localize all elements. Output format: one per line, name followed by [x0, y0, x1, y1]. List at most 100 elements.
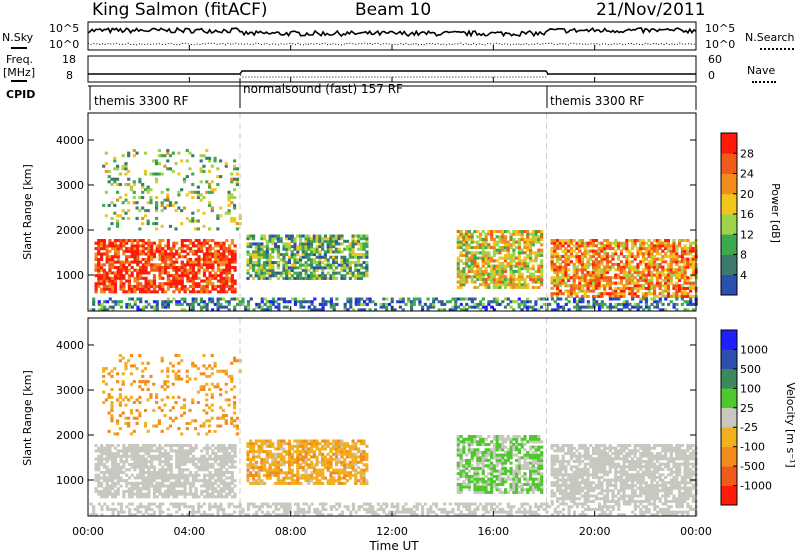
heat-cell — [332, 444, 336, 448]
heat-cell — [177, 457, 182, 461]
heat-cell — [108, 276, 112, 280]
heat-cell — [225, 279, 229, 283]
heat-cell — [498, 264, 502, 268]
heat-cell — [230, 282, 234, 286]
heat-cell — [160, 429, 164, 433]
heat-cell — [177, 481, 182, 485]
heat-cell — [107, 180, 111, 184]
heat-cell — [271, 274, 275, 278]
heat-cell — [572, 244, 576, 248]
heat-cell — [633, 294, 637, 298]
heat-cell — [116, 398, 120, 402]
heat-cell — [310, 300, 314, 304]
heat-cell — [542, 297, 546, 301]
heat-cell — [175, 484, 179, 488]
heat-cell — [199, 297, 204, 301]
heat-cell — [182, 406, 187, 410]
heat-cell — [183, 473, 187, 477]
heat-cell — [529, 232, 533, 236]
heat-cell — [481, 248, 485, 252]
heat-cell — [110, 369, 114, 373]
heat-cell — [348, 460, 352, 464]
heat-cell — [171, 151, 175, 155]
heat-cell — [351, 463, 355, 467]
heat-cell — [561, 260, 565, 264]
heat-cell — [260, 266, 264, 270]
heat-cell — [260, 468, 264, 472]
heat-cell — [202, 279, 207, 283]
heat-cell — [136, 452, 140, 456]
heat-cell — [520, 232, 524, 236]
heat-cell — [186, 279, 190, 283]
heat-cell — [348, 261, 352, 265]
heat-cell — [119, 465, 123, 469]
heat-cell — [531, 238, 535, 242]
heat-cell — [216, 479, 221, 483]
heat-cell — [225, 290, 229, 294]
heat-cell — [580, 289, 585, 293]
heat-cell — [136, 249, 140, 253]
heat-cell — [558, 262, 562, 266]
heat-cell — [172, 476, 176, 480]
heat-cell — [188, 308, 193, 312]
heat-cell — [529, 246, 533, 250]
heat-cell — [158, 457, 162, 461]
heat-cell — [208, 388, 212, 392]
heat-cell — [343, 305, 347, 309]
heat-cell — [498, 230, 502, 234]
heat-cell — [561, 239, 565, 243]
heat-cell — [188, 377, 192, 381]
heat-cell — [136, 276, 140, 280]
heat-cell — [529, 240, 533, 244]
heat-cell — [127, 255, 131, 259]
heat-cell — [139, 454, 143, 458]
heat-cell — [658, 284, 662, 288]
heat-cell — [410, 302, 414, 306]
heat-cell — [661, 265, 665, 269]
heat-cell — [313, 297, 317, 301]
heat-cell — [100, 481, 104, 485]
heat-cell — [512, 272, 516, 276]
heat-cell — [454, 308, 458, 312]
heat-cell — [628, 249, 632, 253]
heat-cell — [111, 457, 115, 461]
heat-cell — [504, 246, 508, 250]
heat-cell — [133, 284, 137, 288]
heat-cell — [647, 286, 651, 290]
heat-cell — [183, 308, 187, 312]
heat-cell — [540, 248, 544, 252]
heat-cell — [100, 276, 104, 280]
heat-cell — [691, 255, 695, 259]
heat-cell — [257, 447, 261, 451]
heat-cell — [177, 255, 182, 259]
heat-cell — [268, 466, 272, 470]
heat-cell — [219, 252, 223, 256]
heat-cell — [459, 275, 463, 279]
heat-cell — [498, 256, 502, 260]
heat-cell — [550, 278, 554, 282]
heat-cell — [639, 276, 643, 280]
heat-cell — [293, 481, 297, 485]
heat-cell — [211, 252, 215, 256]
heat-cell — [144, 290, 148, 294]
heat-cell — [269, 302, 273, 306]
heat-cell — [197, 473, 201, 477]
heat-cell — [263, 302, 267, 306]
heat-cell — [166, 374, 170, 378]
heat-cell — [118, 354, 122, 358]
heat-cell — [534, 277, 538, 281]
heat-cell — [177, 252, 182, 256]
heat-cell — [465, 264, 469, 268]
heat-cell — [219, 465, 223, 469]
heat-cell — [97, 492, 101, 496]
heat-cell — [666, 244, 671, 248]
heat-cell — [572, 262, 576, 266]
heat-cell — [139, 449, 143, 453]
heat-cell — [506, 277, 510, 281]
heat-cell — [628, 239, 632, 243]
heat-cell — [290, 276, 294, 280]
heat-cell — [686, 302, 690, 306]
heat-cell — [276, 455, 280, 459]
heat-cell — [470, 269, 474, 273]
heat-cell — [214, 471, 218, 475]
